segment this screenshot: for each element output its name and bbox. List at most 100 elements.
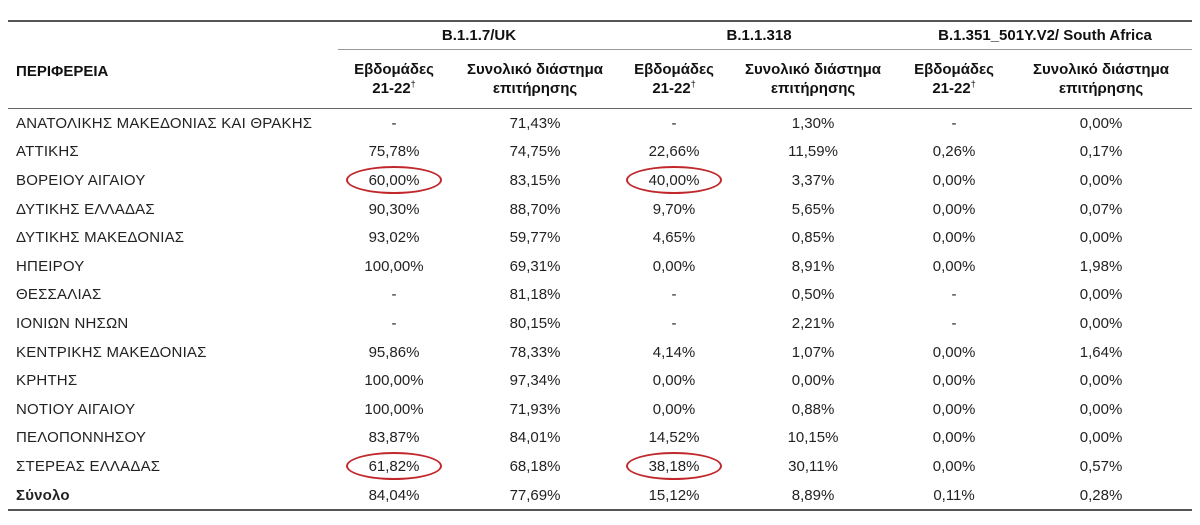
table-header: ΠΕΡΙΦΕΡΕΙΑ B.1.1.7/UK B.1.1.318 B.1.351_… [8,20,1193,109]
cell-value: 0,00% [1079,286,1123,304]
table-row: ΝΟΤΙΟΥ ΑΙΓΑΙΟΥ 100,00% 71,93% 0,00% 0,88% 0,0… [8,395,1192,424]
table-row: ΙΟΝΙΩΝ ΝΗΣΩΝ - 80,15% - 2,21% - 0,00% [8,309,1192,338]
value-cell: 83,87% [338,424,450,453]
value-cell: 30,11% [728,452,898,481]
total-row: Σύνολο 84,04% 77,69% 15,12% 8,89% 0,11% 0,28% [8,480,1193,512]
cell-value: 8,91% [791,257,835,275]
value-cell: - [338,309,450,338]
weeks-header-line2: 21-22 [652,80,691,97]
value-cell: 0,00% [898,452,1010,481]
value-cell: 0,00% [1010,395,1192,424]
table-row: ΚΡΗΤΗΣ 100,00% 97,34% 0,00% 0,00% 0,00% 0,00% [8,366,1192,395]
value-cell: 10,15% [728,424,898,453]
cell-value: 1,98% [1079,257,1123,275]
value-cell: - [338,281,450,310]
variant-percentage-table: ΠΕΡΙΦΕΡΕΙΑ B.1.1.7/UK B.1.1.318 B.1.351_… [8,20,1193,512]
cell-value: 84,01% [509,429,561,447]
cell-value: - [671,114,677,132]
value-cell: 2,21% [728,309,898,338]
table-row: ΔΥΤΙΚΗΣ ΜΑΚΕΔΟΝΙΑΣ 93,02% 59,77% 4,65% 0,85%… [8,223,1192,252]
cell-value: 15,12% [648,486,700,504]
value-cell: 0,11% [898,480,1011,512]
cell-value: 59,77% [509,229,561,247]
value-cell: 71,43% [450,109,620,138]
cell-value: 100,00% [364,400,424,418]
cell-value: 0,50% [791,286,835,304]
total-label: Σύνολο [8,480,338,512]
region-column-header: ΠΕΡΙΦΕΡΕΙΑ [8,20,338,109]
cell-value: 78,33% [509,343,561,361]
cell-value: 14,52% [648,429,700,447]
cell-value: 0,00% [932,229,976,247]
region-name: ΔΥΤΙΚΗΣ ΕΛΛΑΔΑΣ [16,200,155,218]
period-header-line1: Συνολικό διάστημα [745,61,881,78]
value-cell: 95,86% [338,338,450,367]
footnote-marker: † [410,79,416,89]
cell-value: 22,66% [648,143,700,161]
value-cell: 0,00% [898,395,1010,424]
cell-value: 0,00% [1079,171,1123,189]
cell-value: 10,15% [787,429,839,447]
cell-value: 77,69% [509,486,561,504]
region-name: ΠΕΛΟΠΟΝΝΗΣΟΥ [16,429,147,447]
region-name: ΒΟΡΕΙΟΥ ΑΙΓΑΙΟΥ [16,171,146,189]
variant-group-header-b11318: B.1.1.318 [620,20,899,50]
cell-value: 0,00% [1079,314,1123,332]
cell-value: 90,30% [368,200,420,218]
value-cell: 4,14% [620,338,728,367]
period-header-line1: Συνολικό διάστημα [1033,61,1169,78]
value-cell: 100,00% [338,366,450,395]
table-body: ΑΝΑΤΟΛΙΚΗΣ ΜΑΚΕΔΟΝΙΑΣ ΚΑΙ ΘΡΑΚΗΣ - 71,43% -… [8,109,1193,512]
value-cell: 0,88% [728,395,898,424]
value-cell: 9,70% [620,195,728,224]
cell-value: 0,57% [1079,457,1123,475]
cell-value: 38,18% [648,457,700,475]
cell-value: 0,00% [932,372,976,390]
sub-header-row: Εβδομάδες 21-22† Συνολικό διάστημα επιτήρησ… [8,49,1193,109]
cell-value: 0,00% [932,429,976,447]
cell-value: 9,70% [652,200,696,218]
table-row: ΘΕΣΣΑΛΙΑΣ - 81,18% - 0,50% - 0,00% [8,281,1192,310]
value-cell: 0,50% [728,281,898,310]
table-row: ΣΤΕΡΕΑΣ ΕΛΛΑΔΑΣ 61,82% 68,18% 38,18% 30,11% 0… [8,452,1192,481]
value-cell: 38,18% [620,452,728,481]
variant-group-header-row: ΠΕΡΙΦΕΡΕΙΑ B.1.1.7/UK B.1.1.318 B.1.351_… [8,20,1193,109]
value-cell: 100,00% [338,395,450,424]
cell-value: 0,00% [932,400,976,418]
value-cell: 60,00% [338,166,450,195]
cell-value: 100,00% [364,372,424,390]
cell-value: 0,00% [932,200,976,218]
value-cell: 0,00% [898,366,1010,395]
value-cell: 83,15% [450,166,620,195]
cell-value: 93,02% [368,229,420,247]
value-cell: 3,37% [728,166,898,195]
cell-value: - [391,114,397,132]
cell-value: 97,34% [509,372,561,390]
cell-value: 83,87% [368,429,420,447]
value-cell: 1,30% [728,109,898,138]
cell-value: 69,31% [509,257,561,275]
cell-value: 60,00% [368,171,420,189]
value-cell: - [898,109,1010,138]
cell-value: 1,07% [791,343,835,361]
period-header-line2: επιτήρησης [1058,80,1144,97]
cell-value: 95,86% [368,343,420,361]
value-cell: - [620,109,728,138]
value-cell: 0,00% [898,166,1010,195]
cell-value: 81,18% [509,286,561,304]
value-cell: 0,00% [898,424,1010,453]
cell-value: - [951,114,957,132]
value-cell: 100,00% [338,252,450,281]
value-cell: 81,18% [450,281,620,310]
cell-value: 0,00% [1079,229,1123,247]
cell-value: 4,14% [652,343,696,361]
period-column-header-uk: Συνολικό διάστημα επιτήρησης [450,49,621,109]
cell-value: - [951,286,957,304]
cell-value: - [391,286,397,304]
region-name: ΙΟΝΙΩΝ ΝΗΣΩΝ [16,314,129,332]
value-cell: 0,00% [1010,309,1192,338]
value-cell: 0,00% [1010,366,1192,395]
period-header-line2: επιτήρησης [770,80,856,97]
period-column-header-b11318: Συνολικό διάστημα επιτήρησης [728,49,899,109]
value-cell: 5,65% [728,195,898,224]
